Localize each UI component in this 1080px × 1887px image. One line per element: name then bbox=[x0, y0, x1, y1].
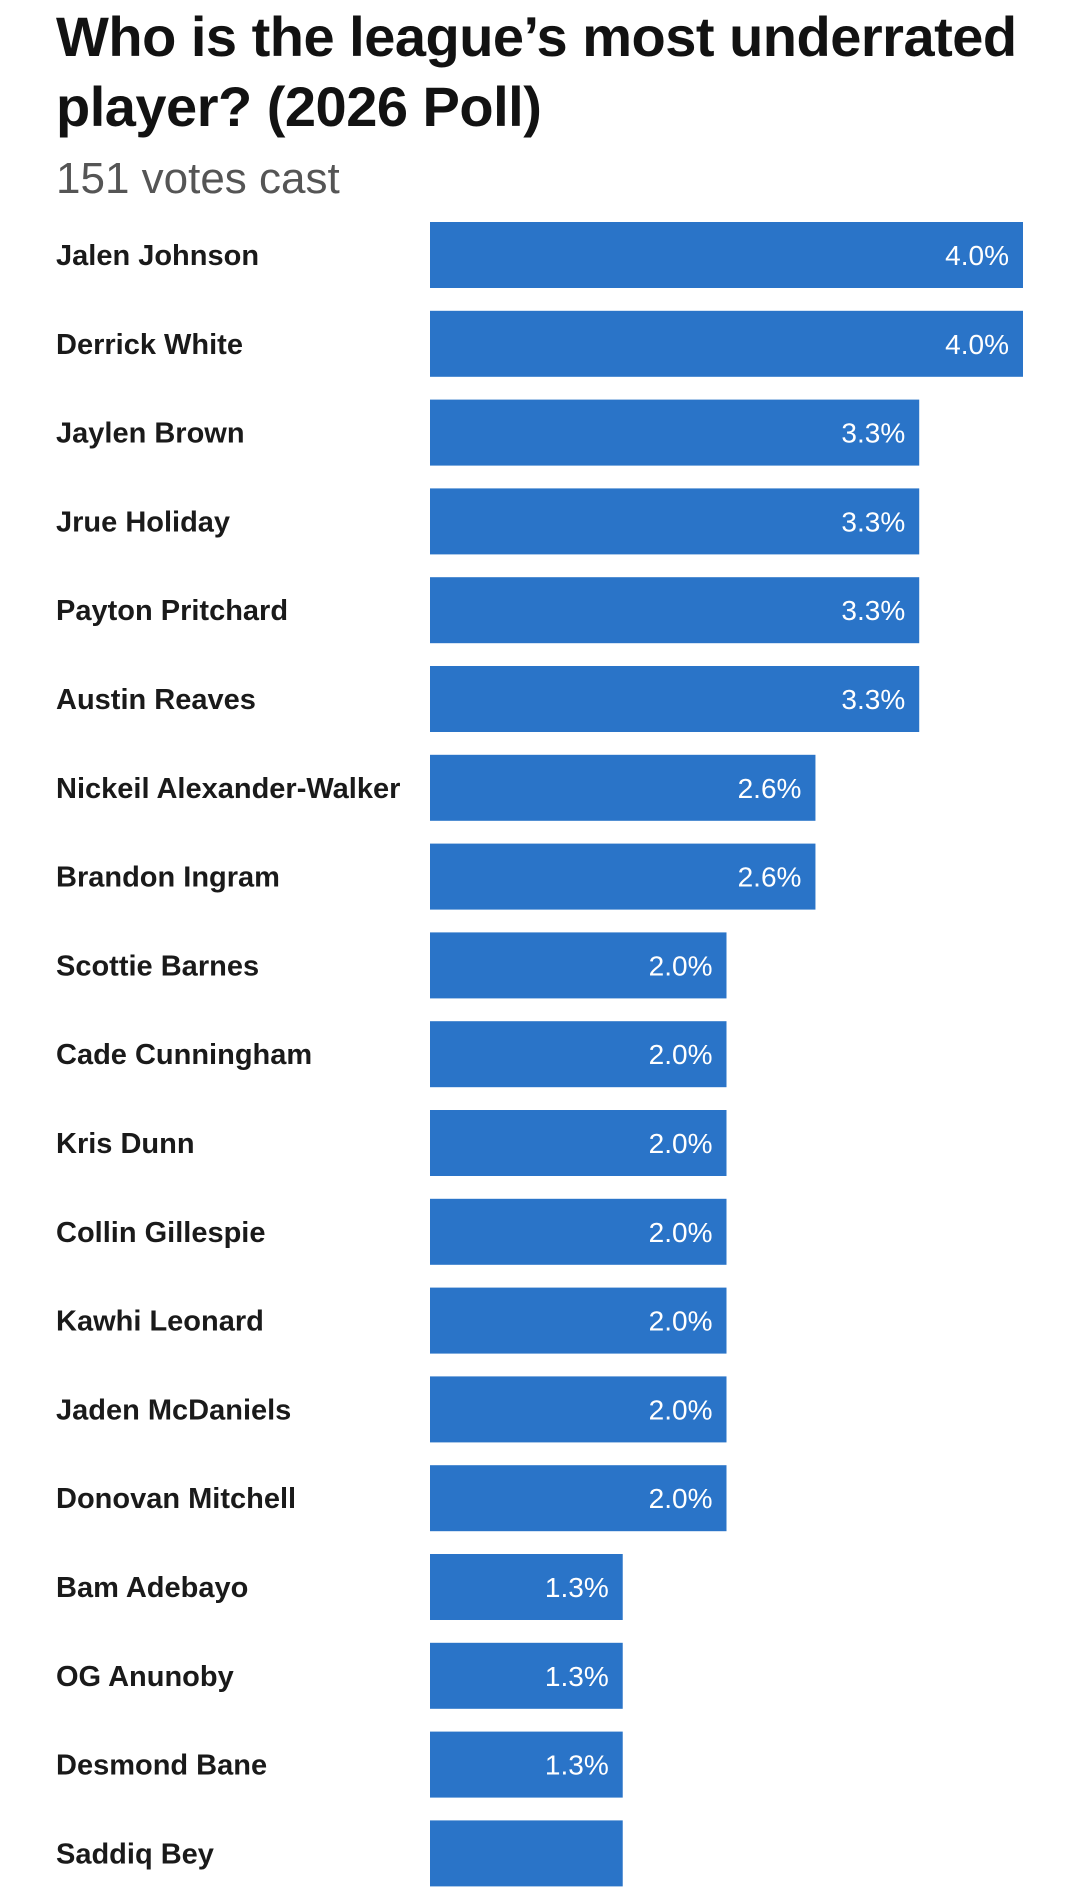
bar bbox=[430, 1198, 727, 1265]
category-label: Jalen Johnson bbox=[56, 240, 259, 272]
bar-row: Kawhi Leonard 2.0% bbox=[56, 1287, 727, 1354]
bar bbox=[430, 1376, 727, 1443]
category-label: Derrick White bbox=[56, 329, 243, 361]
bar-row: OG Anunoby 1.3% bbox=[56, 1642, 623, 1709]
bar-row: Jaden McDaniels 2.0% bbox=[56, 1376, 727, 1443]
bar-row: Saddiq Bey bbox=[56, 1820, 623, 1887]
bar bbox=[430, 1287, 727, 1354]
value-label: 1.3% bbox=[545, 1572, 609, 1603]
bar-row: Bam Adebayo 1.3% bbox=[56, 1554, 623, 1620]
bar bbox=[430, 488, 920, 555]
category-label: Kawhi Leonard bbox=[56, 1306, 264, 1338]
value-label: 1.3% bbox=[545, 1661, 609, 1692]
bar bbox=[430, 666, 920, 732]
bar bbox=[430, 843, 816, 910]
category-label: Saddiq Bey bbox=[56, 1838, 214, 1870]
bar bbox=[430, 310, 1023, 377]
bar-row: Austin Reaves 3.3% bbox=[56, 666, 920, 732]
category-label: Scottie Barnes bbox=[56, 950, 259, 982]
category-label: Bam Adebayo bbox=[56, 1572, 248, 1604]
bar bbox=[430, 754, 816, 821]
bar bbox=[430, 1021, 727, 1088]
value-label: 4.0% bbox=[945, 329, 1009, 360]
bar bbox=[430, 932, 727, 999]
category-label: Nickeil Alexander-Walker bbox=[56, 773, 400, 805]
bar bbox=[430, 577, 920, 644]
bar-row: Kris Dunn 2.0% bbox=[56, 1110, 727, 1176]
value-label: 4.0% bbox=[945, 240, 1009, 271]
bar bbox=[430, 1110, 727, 1176]
value-label: 3.3% bbox=[841, 595, 905, 626]
bar bbox=[430, 1465, 727, 1532]
value-label: 2.0% bbox=[649, 950, 713, 981]
value-label: 2.0% bbox=[649, 1217, 713, 1248]
bar-row: Derrick White 4.0% bbox=[56, 310, 1023, 377]
bar bbox=[430, 1731, 623, 1798]
category-label: Donovan Mitchell bbox=[56, 1483, 296, 1515]
bar-row: Jrue Holiday 3.3% bbox=[56, 488, 920, 555]
category-label: Kris Dunn bbox=[56, 1128, 195, 1160]
category-label: Collin Gillespie bbox=[56, 1217, 266, 1249]
bar bbox=[430, 1554, 623, 1620]
value-label: 3.3% bbox=[841, 506, 905, 537]
category-label: Brandon Ingram bbox=[56, 862, 280, 894]
bar-row: Brandon Ingram 2.6% bbox=[56, 843, 816, 910]
category-label: OG Anunoby bbox=[56, 1661, 234, 1693]
value-label: 3.3% bbox=[841, 684, 905, 715]
bar-row: Donovan Mitchell 2.0% bbox=[56, 1465, 727, 1532]
category-label: Desmond Bane bbox=[56, 1750, 267, 1782]
value-label: 2.0% bbox=[649, 1394, 713, 1425]
bar-row: Scottie Barnes 2.0% bbox=[56, 932, 727, 999]
value-label: 3.3% bbox=[841, 418, 905, 449]
bar-row: Payton Pritchard 3.3% bbox=[56, 577, 920, 644]
value-label: 2.0% bbox=[649, 1483, 713, 1514]
category-label: Jrue Holiday bbox=[56, 506, 230, 538]
bar-row: Collin Gillespie 2.0% bbox=[56, 1198, 727, 1265]
category-label: Austin Reaves bbox=[56, 684, 256, 716]
chart-subtitle: 151 votes cast bbox=[56, 154, 340, 203]
value-label: 2.6% bbox=[738, 862, 802, 893]
chart-title: Who is the league’s most underrated play… bbox=[56, 5, 1017, 138]
category-label: Jaylen Brown bbox=[56, 418, 245, 450]
category-label: Payton Pritchard bbox=[56, 595, 288, 627]
value-label: 2.6% bbox=[738, 773, 802, 804]
bar-row: Cade Cunningham 2.0% bbox=[56, 1021, 727, 1088]
bar-row: Nickeil Alexander-Walker 2.6% bbox=[56, 754, 816, 821]
bar-row: Desmond Bane 1.3% bbox=[56, 1731, 623, 1798]
value-label: 2.0% bbox=[649, 1039, 713, 1070]
bar bbox=[430, 399, 920, 466]
category-label: Jaden McDaniels bbox=[56, 1394, 291, 1426]
bar-row: Jalen Johnson 4.0% bbox=[56, 222, 1023, 288]
value-label: 2.0% bbox=[649, 1306, 713, 1337]
bar bbox=[430, 1820, 623, 1887]
bar-row: Jaylen Brown 3.3% bbox=[56, 399, 920, 466]
category-label: Cade Cunningham bbox=[56, 1039, 312, 1071]
value-label: 1.3% bbox=[545, 1750, 609, 1781]
bar bbox=[430, 1642, 623, 1709]
bar bbox=[430, 222, 1023, 288]
value-label: 2.0% bbox=[649, 1128, 713, 1159]
